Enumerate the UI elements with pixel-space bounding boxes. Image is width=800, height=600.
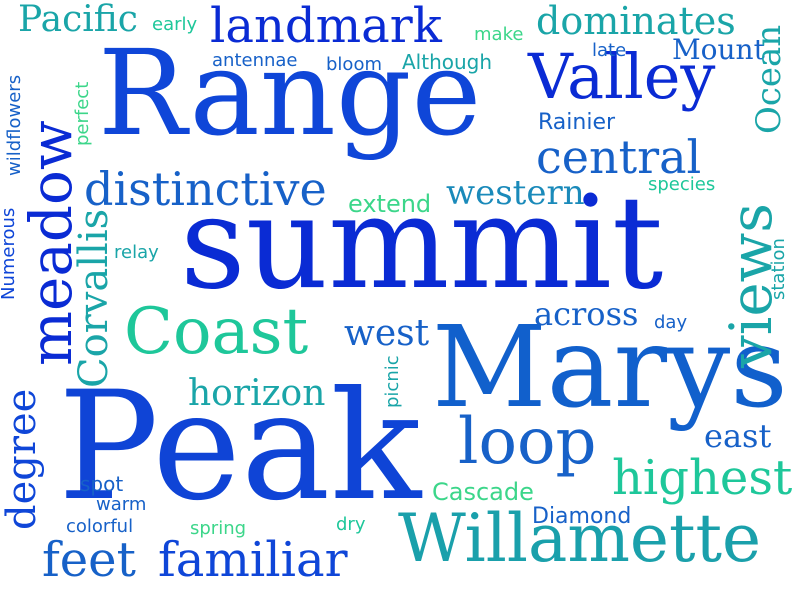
word-feet: feet <box>42 532 136 588</box>
word-distinctive: distinctive <box>84 162 327 216</box>
word-coast: Coast <box>124 295 309 369</box>
word-wildflowers: wildflowers <box>4 74 25 176</box>
word-cascade: Cascade <box>432 478 534 506</box>
word-corvallis: Corvallis <box>71 208 117 388</box>
word-peak: Peak <box>58 360 422 534</box>
word-valley: Valley <box>528 40 716 113</box>
word-day: day <box>654 312 688 333</box>
word-west: west <box>344 313 430 354</box>
word-rainier: Rainier <box>538 110 616 135</box>
word-make: make <box>474 24 524 45</box>
word-pacific: Pacific <box>18 0 138 40</box>
word-diamond: Diamond <box>532 504 632 529</box>
word-antennae: antennae <box>212 50 298 71</box>
word-warm: warm <box>96 494 147 515</box>
word-perfect: perfect <box>72 81 93 146</box>
word-marys: Marys <box>432 303 788 433</box>
word-familiar: familiar <box>158 532 348 588</box>
word-dominates: dominates <box>536 0 736 43</box>
word-late: late <box>592 40 627 61</box>
word-range: Range <box>98 24 482 162</box>
word-numerous: Numerous <box>0 207 19 300</box>
word-dry: dry <box>336 514 366 535</box>
word-degree: degree <box>0 388 45 530</box>
word-bloom: bloom <box>326 54 382 75</box>
word-relay: relay <box>114 242 159 263</box>
word-station: station <box>768 238 789 300</box>
word-summit: summit <box>180 169 664 318</box>
word-horizon: horizon <box>188 373 326 414</box>
word-landmark: landmark <box>210 0 442 54</box>
word-colorful: colorful <box>66 516 134 537</box>
word-picnic: picnic <box>382 355 403 408</box>
word-although: Although <box>402 50 493 74</box>
word-willamette: Willamette <box>398 500 762 577</box>
word-loop: loop <box>458 405 597 479</box>
word-mount: Mount <box>672 33 765 66</box>
word-east: east <box>704 417 772 455</box>
word-highest: highest <box>612 450 793 506</box>
word-early: early <box>152 14 198 35</box>
word-species: species <box>648 174 716 195</box>
word-spot: spot <box>80 472 124 496</box>
word-across: across <box>534 295 639 333</box>
word-ocean: Ocean <box>749 24 789 134</box>
word-spring: spring <box>190 518 247 539</box>
word-central: central <box>536 130 702 184</box>
word-extend: extend <box>348 190 432 218</box>
word-western: western <box>446 173 585 213</box>
